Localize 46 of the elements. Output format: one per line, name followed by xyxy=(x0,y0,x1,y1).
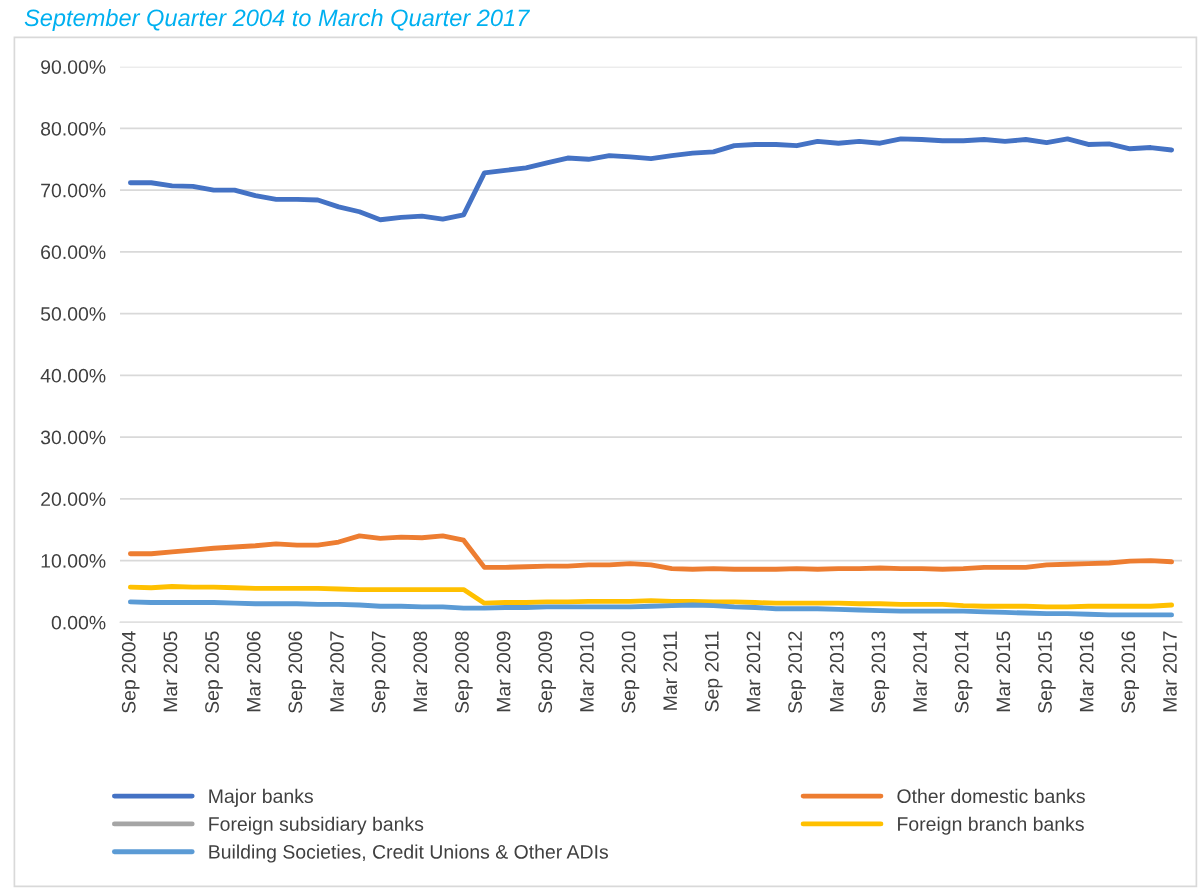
x-tick-label: Sep 2015 xyxy=(1038,631,1056,713)
x-tick-label: Mar 2010 xyxy=(579,631,594,712)
y-tick-label: 70.00% xyxy=(41,183,106,198)
x-tick-label: Mar 2008 xyxy=(413,631,428,712)
legend-label: Other domestic banks xyxy=(897,788,1085,804)
y-tick-label: 20.00% xyxy=(41,492,106,507)
x-tick-label: Sep 2006 xyxy=(288,631,307,713)
x-tick-label: Sep 2010 xyxy=(621,631,640,713)
legend-label: Foreign subsidiary banks xyxy=(209,816,424,835)
x-tick-label: Mar 2005 xyxy=(163,631,178,712)
x-tick-label: Mar 2015 xyxy=(996,631,1011,712)
line-series xyxy=(127,584,1175,610)
x-tick-label: Sep 2005 xyxy=(205,631,223,713)
x-tick-label: Sep 2012 xyxy=(788,631,806,713)
x-tick-label: Sep 2016 xyxy=(1121,631,1139,713)
x-tick-label: Sep 2009 xyxy=(538,631,556,713)
line-series xyxy=(127,533,1175,572)
y-tick-label: 50.00% xyxy=(40,307,106,321)
y-tick-label: 80.00% xyxy=(41,121,106,136)
x-tick-label: Mar 2013 xyxy=(829,631,844,712)
y-tick-label: 10.00% xyxy=(41,554,106,568)
legend-label: Major banks xyxy=(209,788,313,807)
chart-title: September Quarter 2004 to March Quarter 2017 xyxy=(24,8,531,31)
legend-label: Foreign branch banks xyxy=(898,816,1084,835)
x-tick-label: Sep 2011 xyxy=(704,631,723,712)
legend-label: Building Societies, Credit Unions & Other ADIs xyxy=(209,844,609,863)
x-tick-label: Sep 2007 xyxy=(371,631,390,713)
y-tick-label: 30.00% xyxy=(40,430,106,445)
x-tick-label: Mar 2007 xyxy=(330,631,344,712)
x-tick-label: Sep 2013 xyxy=(871,631,890,713)
y-tick-label: 0.00% xyxy=(51,615,106,630)
x-tick-label: Sep 2014 xyxy=(954,631,973,713)
line-series xyxy=(127,136,1175,223)
y-tick-label: 90.00% xyxy=(41,60,106,74)
x-tick-label: Sep 2008 xyxy=(455,631,473,713)
x-tick-label: Mar 2016 xyxy=(1079,631,1094,712)
line-series xyxy=(127,599,1175,618)
x-tick-label: Mar 2011 xyxy=(663,631,678,710)
x-tick-label: Mar 2014 xyxy=(913,631,927,712)
x-tick-label: Mar 2009 xyxy=(496,631,511,712)
x-tick-label: Sep 2004 xyxy=(121,631,140,713)
x-tick-label: Mar 2017 xyxy=(1163,631,1177,712)
y-tick-label: 40.00% xyxy=(40,368,106,383)
y-tick-label: 60.00% xyxy=(41,245,106,260)
x-tick-label: Mar 2012 xyxy=(746,631,761,712)
x-tick-label: Mar 2006 xyxy=(246,631,261,712)
